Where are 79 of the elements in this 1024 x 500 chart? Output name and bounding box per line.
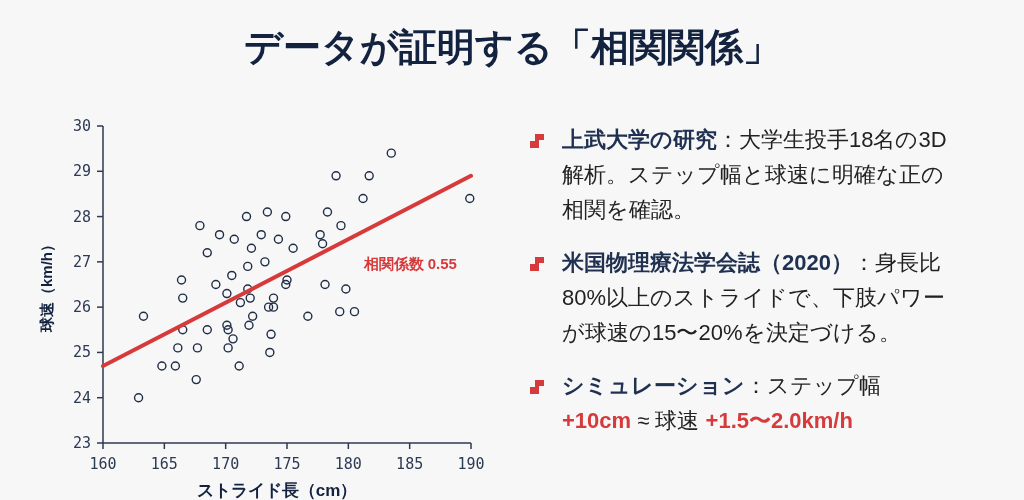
point xyxy=(288,243,298,253)
x-tick-label: 180 xyxy=(334,455,362,473)
point xyxy=(138,311,149,321)
x-tick-label: 165 xyxy=(150,455,178,473)
point xyxy=(178,325,188,335)
x-tick-label: 170 xyxy=(212,455,240,473)
point xyxy=(336,220,346,231)
point xyxy=(214,229,225,240)
text: シミュレーション：ステップ幅 +10cm ≈ 球速 +1.5〜2.0km/h xyxy=(562,373,881,433)
point xyxy=(268,293,279,303)
x-tick-label: 160 xyxy=(89,455,117,473)
point xyxy=(281,211,291,222)
point xyxy=(244,320,254,330)
point xyxy=(268,302,279,312)
point xyxy=(256,229,266,240)
y-tick-label: 28 xyxy=(72,207,91,226)
x-tick-label: 190 xyxy=(457,455,485,473)
point xyxy=(247,311,258,321)
point xyxy=(358,193,368,204)
x-tick-label: 185 xyxy=(396,455,424,473)
point xyxy=(266,329,276,340)
point xyxy=(234,361,244,371)
point xyxy=(223,325,233,335)
y-axis-title: 球速（km/h） xyxy=(38,236,55,334)
point xyxy=(386,148,396,158)
y-tick-label: 25 xyxy=(72,343,91,362)
y-tick-label: 27 xyxy=(72,252,91,271)
y-tick-label: 30 xyxy=(72,117,91,135)
point xyxy=(282,275,292,285)
point xyxy=(331,171,341,181)
point xyxy=(192,343,203,353)
point xyxy=(228,334,238,344)
annotation: 相関係数 0.55 xyxy=(362,254,457,272)
point xyxy=(223,343,233,353)
point xyxy=(176,275,187,285)
point xyxy=(173,343,183,353)
y-tick-label: 29 xyxy=(72,162,91,181)
point xyxy=(303,311,313,321)
y-tick-label: 23 xyxy=(72,434,91,452)
x-axis-title: ストライド長（cm） xyxy=(196,481,358,500)
chart-title: データが証明する「相関関係」 xyxy=(243,26,781,68)
point xyxy=(317,239,328,249)
point xyxy=(315,229,325,240)
point xyxy=(364,171,374,181)
point xyxy=(202,248,212,258)
point xyxy=(222,288,232,299)
point xyxy=(133,393,144,403)
text: 米国物理療法学会誌（2020）：身長比80%以上のストライドで、下肢パワーが球速の15〜20%を決定づける。 xyxy=(562,250,946,345)
point xyxy=(157,361,167,371)
point xyxy=(349,306,360,317)
point xyxy=(265,347,275,358)
text: 上武大学の研究：大学生投手18名の3D解析。ステップ幅と球速に明確な正の相関を確認。 xyxy=(562,127,947,222)
point xyxy=(263,302,274,312)
point xyxy=(465,193,475,204)
y-tick-label: 24 xyxy=(72,388,91,407)
point xyxy=(335,306,345,317)
y-tick-label: 26 xyxy=(72,298,91,317)
x-tick-label: 175 xyxy=(273,455,301,473)
point xyxy=(191,374,201,385)
point xyxy=(281,279,291,290)
point xyxy=(322,207,333,217)
point xyxy=(243,261,253,272)
point xyxy=(262,207,273,217)
point xyxy=(320,279,330,290)
point xyxy=(246,243,257,253)
point xyxy=(245,293,255,303)
point xyxy=(229,234,239,244)
point xyxy=(235,297,246,308)
point xyxy=(178,293,188,303)
point xyxy=(202,325,212,335)
point xyxy=(211,279,221,290)
point xyxy=(195,220,205,231)
point xyxy=(170,361,181,371)
point xyxy=(273,234,284,244)
point xyxy=(260,257,270,267)
point xyxy=(222,320,232,330)
point xyxy=(341,284,351,294)
point xyxy=(241,211,252,222)
point xyxy=(227,270,237,281)
